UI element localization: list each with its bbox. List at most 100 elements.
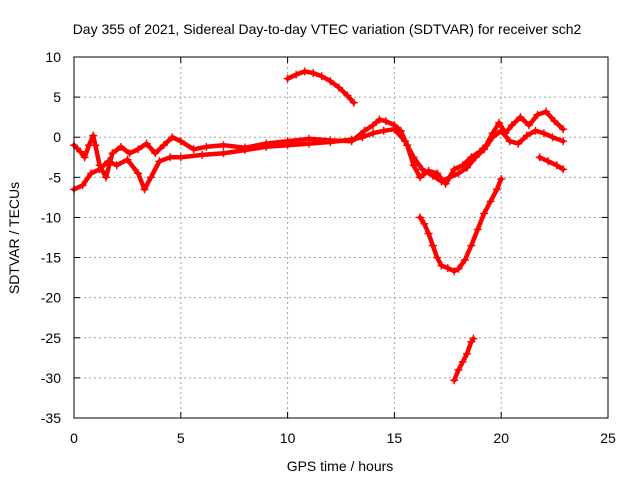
data-point (219, 149, 228, 158)
data-point (343, 91, 352, 100)
chart-title: Day 355 of 2021, Sidereal Day-to-day VTE… (73, 21, 582, 37)
data-point (401, 137, 410, 146)
data-point (91, 141, 100, 150)
data-point (495, 118, 504, 127)
data-point (416, 213, 425, 222)
data-point (189, 145, 198, 154)
data-point (428, 171, 437, 180)
data-point (283, 141, 292, 150)
data-point (437, 177, 446, 186)
data-point (463, 349, 472, 358)
data-point (219, 141, 228, 150)
data-point (375, 115, 384, 124)
data-point (78, 181, 87, 190)
data-point (159, 141, 168, 150)
data-point (140, 185, 149, 194)
data-point (326, 138, 335, 147)
x-tick-label: 10 (280, 430, 296, 446)
data-point (176, 153, 185, 162)
data-point (390, 125, 399, 134)
data-point (522, 131, 531, 140)
series-layer (70, 67, 568, 385)
y-tick-label: -25 (41, 330, 61, 346)
data-point (424, 229, 433, 238)
series-segment-minus30 (451, 336, 476, 383)
data-point (347, 135, 356, 144)
data-point (369, 129, 378, 138)
data-point (420, 219, 429, 228)
data-point (488, 133, 497, 142)
x-tick-label: 0 (70, 430, 78, 446)
data-point (463, 163, 472, 172)
data-point (533, 110, 542, 119)
data-point (123, 155, 132, 164)
y-tick-label: -10 (41, 209, 61, 225)
data-point (486, 197, 495, 206)
data-point (524, 121, 533, 130)
data-point (89, 131, 98, 140)
data-point (418, 165, 427, 174)
data-point (134, 169, 143, 178)
data-point (450, 267, 459, 276)
data-point (108, 149, 117, 158)
data-point (360, 126, 369, 135)
data-point (125, 149, 134, 158)
data-point (176, 137, 185, 146)
data-point (134, 145, 143, 154)
data-point (304, 139, 313, 148)
x-tick-label: 20 (493, 430, 509, 446)
data-point (497, 126, 506, 135)
data-point (454, 264, 463, 273)
data-point (151, 149, 160, 158)
y-tick-label: -35 (41, 410, 61, 426)
y-tick-label: 0 (53, 129, 61, 145)
data-point (497, 174, 506, 183)
data-point (142, 139, 151, 148)
data-point (428, 241, 437, 250)
data-point (535, 153, 544, 162)
data-point (358, 133, 367, 142)
data-point (283, 74, 292, 83)
data-point (80, 153, 89, 162)
data-point (469, 334, 478, 343)
data-point (409, 153, 418, 162)
data-point (458, 357, 467, 366)
data-point (112, 161, 121, 170)
tick-layer: 0 5 10 15 20 25 -35 -30 -25 -20 -15 -10 -5 0 5 10 (41, 49, 616, 446)
data-point (168, 133, 177, 142)
data-point (102, 173, 111, 182)
data-point (409, 161, 418, 170)
data-point (454, 365, 463, 374)
grid-layer (74, 57, 608, 418)
y-tick-label: -20 (41, 290, 61, 306)
data-point (369, 121, 378, 130)
data-point (104, 157, 113, 166)
data-point (202, 142, 211, 151)
y-tick-label: -5 (49, 169, 62, 185)
data-point (480, 209, 489, 218)
data-point (76, 147, 85, 156)
data-point (292, 70, 301, 79)
series-band-upper (71, 109, 566, 187)
data-point (507, 121, 516, 130)
data-point (450, 165, 459, 174)
data-point (381, 117, 390, 126)
data-point (467, 241, 476, 250)
data-point (559, 137, 568, 146)
data-point (516, 113, 525, 122)
data-point (155, 157, 164, 166)
data-point (262, 142, 271, 151)
data-point (166, 153, 175, 162)
data-point (544, 157, 553, 166)
data-point (309, 69, 318, 78)
data-point (505, 137, 514, 146)
data-point (116, 142, 125, 151)
y-axis-label: SDTVAR / TECUs (6, 182, 22, 294)
data-point (539, 129, 548, 138)
data-point (349, 98, 358, 107)
data-point (416, 173, 425, 182)
data-point (548, 133, 557, 142)
data-point (198, 150, 207, 159)
data-point (87, 169, 96, 178)
